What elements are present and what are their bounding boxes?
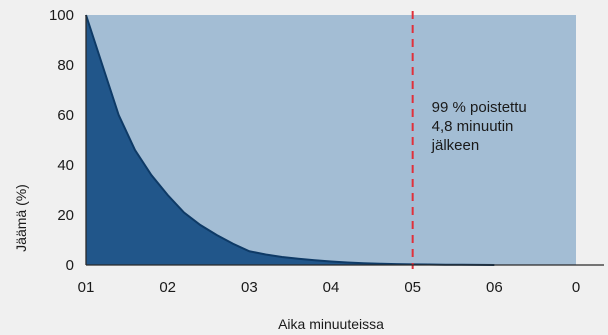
annotation-line: jälkeen — [431, 137, 480, 154]
x-tick-label: 04 — [323, 279, 340, 296]
x-tick-label: 02 — [159, 279, 176, 296]
x-tick-label: 01 — [78, 279, 95, 296]
x-tick-label: 06 — [486, 279, 503, 296]
x-tick-labels: 01 02 03 04 05 06 0 — [78, 279, 581, 296]
x-tick-label: 03 — [241, 279, 258, 296]
annotation-line: 99 % poistettu — [432, 99, 527, 116]
x-tick-label: 05 — [404, 279, 421, 296]
y-tick-label: 20 — [57, 207, 74, 224]
residual-area — [86, 15, 495, 265]
axis-layer — [85, 15, 604, 266]
y-tick-label: 40 — [57, 157, 74, 174]
y-tick-label: 60 — [57, 107, 74, 124]
x-axis-label: Aika minuuteissa — [278, 316, 384, 332]
y-tick-label: 100 — [49, 7, 74, 24]
y-tick-label: 80 — [57, 57, 74, 74]
y-tick-labels: 0 20 40 60 80 100 — [49, 7, 74, 274]
annotation-text: 99 % poistettu 4,8 minuutin jälkeen — [431, 99, 527, 154]
x-tick-label: 0 — [572, 279, 580, 296]
y-tick-label: 0 — [66, 257, 74, 274]
annotation-line: 4,8 minuutin — [432, 118, 514, 135]
y-axis-label: Jäämä (%) — [13, 184, 29, 252]
